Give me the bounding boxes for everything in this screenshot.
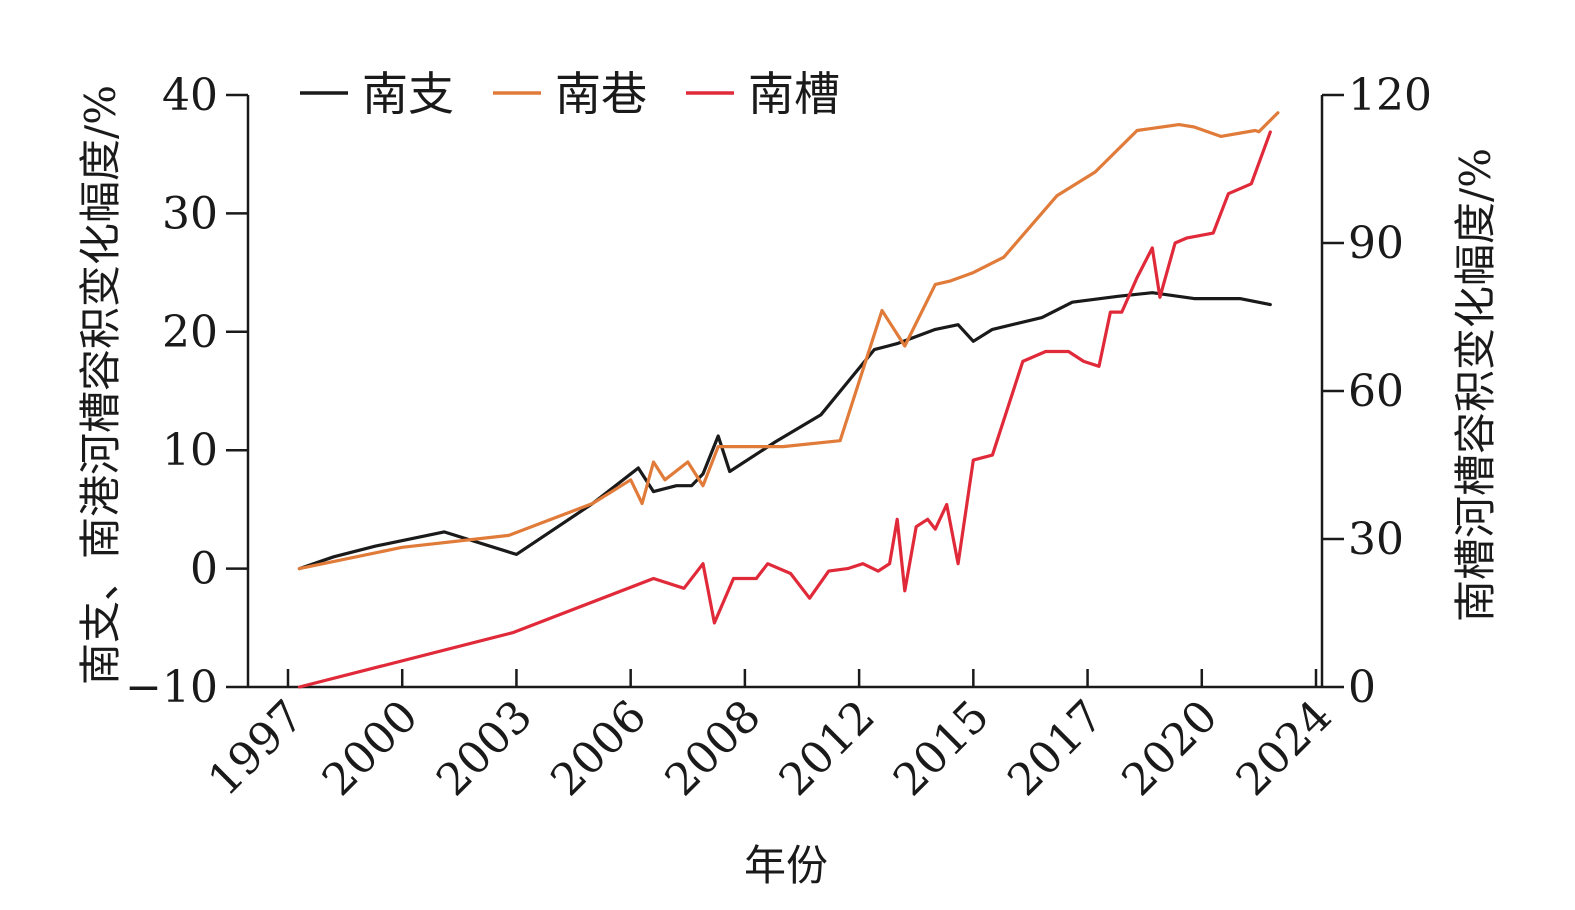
x-tick-label: 2006 xyxy=(541,691,656,806)
left-y-tick-label: −10 xyxy=(125,662,218,713)
series-line-南巷 xyxy=(297,111,1280,571)
legend-label: 南槽 xyxy=(748,67,840,121)
right-y-axis-title: 南槽河槽容积变化幅度/% xyxy=(1451,148,1500,622)
series-layer xyxy=(297,111,1280,689)
legend-label: 南巷 xyxy=(555,67,647,121)
series-line-南支 xyxy=(297,291,1272,571)
x-tick-label: 2003 xyxy=(427,691,542,806)
right-y-tick-label: 90 xyxy=(1348,218,1404,269)
axes-layer: 403020100−101209060300199720002003200620… xyxy=(125,70,1432,806)
x-tick-label: 2024 xyxy=(1227,691,1342,806)
x-tick-label: 2012 xyxy=(770,691,885,806)
left-y-tick-label: 30 xyxy=(162,188,218,239)
x-tick-label: 2017 xyxy=(998,691,1113,806)
series-line-南槽 xyxy=(297,130,1272,689)
x-tick-label: 2008 xyxy=(655,691,770,806)
x-tick-label: 2000 xyxy=(313,691,428,806)
x-tick-label: 2020 xyxy=(1112,691,1227,806)
left-y-tick-label: 10 xyxy=(162,425,218,476)
x-tick-label: 2015 xyxy=(884,691,999,806)
legend: 南支 南巷 南槽 xyxy=(300,67,840,121)
right-y-tick-label: 0 xyxy=(1348,662,1376,713)
right-y-tick-label: 120 xyxy=(1348,70,1432,121)
left-y-tick-label: 20 xyxy=(162,307,218,358)
left-y-tick-label: 40 xyxy=(162,70,218,121)
x-axis-title: 年份 xyxy=(744,841,828,890)
left-y-tick-label: 0 xyxy=(190,544,218,595)
right-y-tick-label: 60 xyxy=(1348,366,1404,417)
legend-label: 南支 xyxy=(362,67,454,121)
left-y-axis-title: 南支、南港河槽容积变化幅度/% xyxy=(76,85,125,685)
right-y-tick-label: 30 xyxy=(1348,514,1404,565)
